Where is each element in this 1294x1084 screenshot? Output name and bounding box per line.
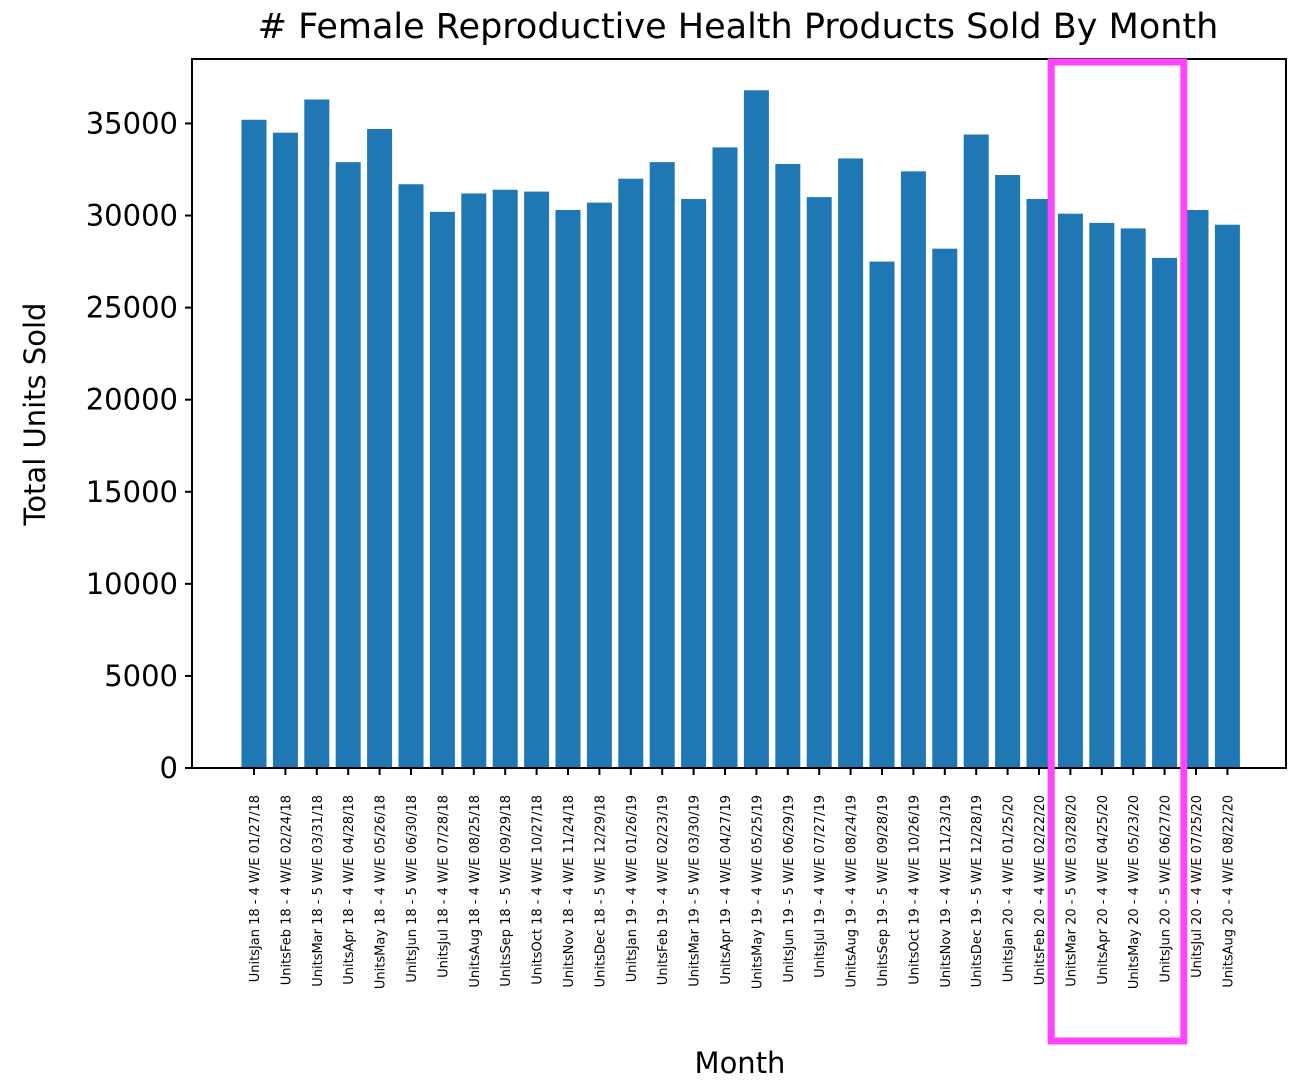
- x-tick-label: UnitsNov 19 - 4 W/E 11/23/19: [939, 795, 954, 988]
- x-tick-label: UnitsMay 18 - 4 W/E 05/26/18: [374, 795, 389, 989]
- chart-title: # Female Reproductive Health Products So…: [258, 7, 1219, 47]
- x-tick-label: UnitsAug 18 - 4 W/E 08/25/18: [468, 795, 483, 988]
- bar-13: [618, 178, 644, 768]
- bar-22: [900, 171, 926, 768]
- x-tick-label: UnitsMay 19 - 4 W/E 05/25/19: [750, 795, 765, 989]
- x-tick-label: UnitsJun 18 - 5 W/E 06/30/18: [405, 795, 420, 983]
- x-tick-label: UnitsMar 19 - 5 W/E 03/30/19: [688, 795, 703, 987]
- x-tick-label: UnitsJul 20 - 4 W/E 07/25/20: [1190, 795, 1205, 978]
- x-tick-label: UnitsMar 20 - 5 W/E 03/28/20: [1064, 795, 1079, 987]
- x-tick-label: UnitsApr 19 - 4 W/E 04/27/19: [719, 795, 734, 985]
- bar-16: [712, 147, 738, 769]
- bar-17: [743, 90, 769, 768]
- x-tick-label: UnitsApr 20 - 4 W/E 04/25/20: [1096, 795, 1111, 985]
- bar-27: [1057, 213, 1083, 768]
- y-tick-label: 25000: [86, 291, 178, 325]
- x-axis-ticks: UnitsJan 18 - 4 W/E 01/27/18 UnitsFeb 18 …: [248, 768, 1236, 989]
- x-tick-label: UnitsOct 19 - 4 W/E 10/26/19: [907, 795, 922, 985]
- x-tick-label: UnitsDec 19 - 5 W/E 12/28/19: [970, 795, 985, 987]
- bar-29: [1120, 228, 1146, 769]
- bar-12: [586, 202, 612, 769]
- bar-4: [335, 162, 361, 769]
- x-tick-label: UnitsJan 18 - 4 W/E 01/27/18: [248, 795, 263, 982]
- y-tick-label: 35000: [86, 106, 178, 140]
- bar-24: [963, 134, 989, 768]
- x-tick-label: UnitsJan 20 - 4 W/E 01/25/20: [1002, 795, 1017, 982]
- x-tick-label: UnitsFeb 18 - 4 W/E 02/24/18: [279, 795, 294, 985]
- x-tick-label: UnitsJun 20 - 5 W/E 06/27/20: [1159, 795, 1174, 983]
- y-axis-label: Total Units Sold: [18, 303, 52, 527]
- bar-21: [869, 261, 895, 768]
- bar-5: [367, 128, 393, 768]
- bar-15: [681, 198, 707, 768]
- bar-32: [1214, 224, 1240, 769]
- x-tick-label: UnitsAug 20 - 4 W/E 08/22/20: [1221, 795, 1236, 988]
- x-tick-label: UnitsApr 18 - 4 W/E 04/28/18: [342, 795, 357, 985]
- plot-frame: [191, 58, 1287, 769]
- bar-2: [272, 132, 298, 768]
- x-tick-label: UnitsNov 18 - 4 W/E 11/24/18: [562, 795, 577, 988]
- bar-28: [1089, 222, 1115, 769]
- bar-10: [524, 191, 550, 768]
- x-tick-label: UnitsOct 18 - 4 W/E 10/27/18: [531, 795, 546, 985]
- x-tick-label: UnitsAug 19 - 4 W/E 08/24/19: [845, 795, 860, 988]
- x-tick-label: UnitsJan 19 - 4 W/E 01/26/19: [625, 795, 640, 982]
- bar-7: [429, 211, 455, 768]
- x-tick-label: UnitsSep 19 - 5 W/E 09/28/19: [876, 795, 891, 987]
- highlight-box: [1047, 58, 1188, 1045]
- x-tick-label: UnitsJun 19 - 5 W/E 06/29/19: [782, 795, 797, 983]
- bar-3: [304, 99, 330, 768]
- bar-14: [649, 162, 675, 769]
- bar-25: [995, 175, 1021, 768]
- bar-26: [1026, 198, 1052, 768]
- y-tick-label: 5000: [104, 659, 178, 693]
- x-tick-label: UnitsMar 18 - 5 W/E 03/31/18: [311, 795, 326, 987]
- bar-20: [838, 158, 864, 768]
- x-tick-label: UnitsSep 18 - 5 W/E 09/29/18: [499, 795, 514, 987]
- x-tick-label: UnitsJul 19 - 4 W/E 07/27/19: [813, 795, 828, 978]
- y-axis-ticks: 0 5000 10000 15000 20000 25000 30000 35000: [86, 106, 192, 785]
- y-tick-label: 20000: [86, 383, 178, 417]
- bar-23: [932, 248, 958, 768]
- bar-8: [461, 193, 487, 768]
- bar-1: [241, 119, 267, 769]
- y-tick-label: 15000: [86, 475, 178, 509]
- bar-30: [1152, 257, 1178, 768]
- y-tick-label: 0: [160, 751, 178, 785]
- y-tick-label: 10000: [86, 567, 178, 601]
- x-tick-label: UnitsMay 20 - 4 W/E 05/23/20: [1127, 795, 1142, 989]
- bar-group: [241, 90, 1240, 769]
- x-tick-label: UnitsDec 18 - 5 W/E 12/29/18: [593, 795, 608, 987]
- bar-19: [806, 197, 832, 768]
- bar-18: [775, 163, 801, 769]
- bar-31: [1183, 210, 1209, 768]
- x-tick-label: UnitsFeb 19 - 4 W/E 02/23/19: [656, 795, 671, 985]
- bar-11: [555, 210, 581, 768]
- bar-6: [398, 184, 424, 769]
- x-tick-label: UnitsFeb 20 - 4 W/E 02/22/20: [1033, 795, 1048, 985]
- y-tick-label: 30000: [86, 199, 178, 233]
- bar-9: [492, 189, 518, 768]
- x-axis-label: Month: [695, 1046, 786, 1080]
- x-tick-label: UnitsJul 18 - 4 W/E 07/28/18: [436, 795, 451, 978]
